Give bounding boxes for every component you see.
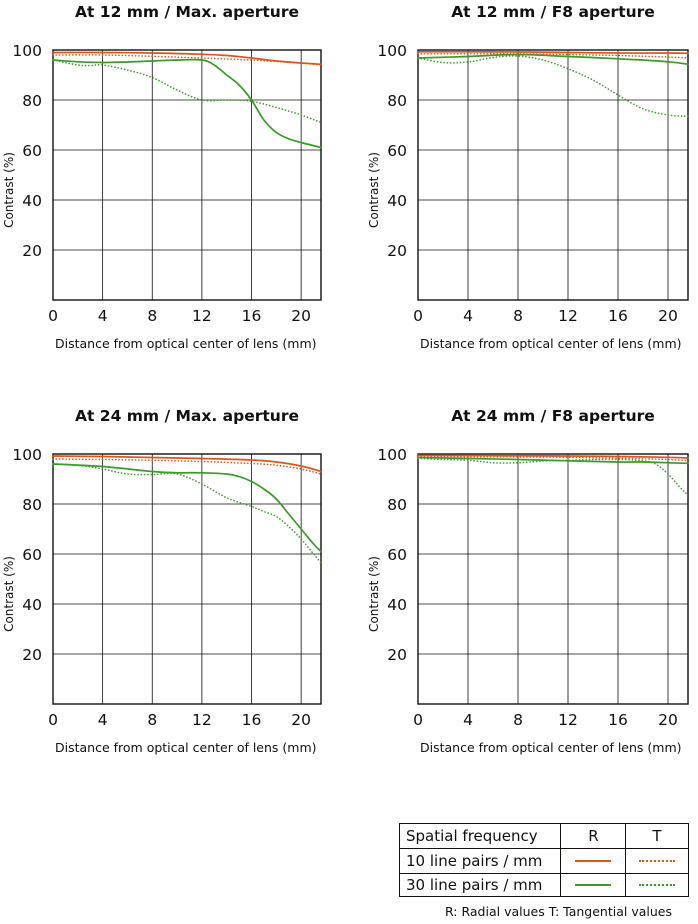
x-tick-label: 4 xyxy=(463,307,473,325)
y-tick-label: 80 xyxy=(22,92,42,110)
legend-table: Spatial frequency R T 10 line pairs / mm… xyxy=(399,823,689,897)
y-tick-label: 100 xyxy=(12,446,42,464)
y-tick-label: 60 xyxy=(22,142,42,160)
y-tick-label: 60 xyxy=(22,546,42,564)
legend-swatch-t10 xyxy=(639,860,675,862)
plot-frame xyxy=(417,453,689,705)
legend-header-r: R xyxy=(562,824,626,848)
x-tick-label: 16 xyxy=(242,711,262,729)
x-tick-label: 4 xyxy=(463,711,473,729)
x-tick-label: 20 xyxy=(658,307,678,325)
chart-title: At 12 mm / Max. aperture xyxy=(75,3,299,21)
legend-row-10lp: 10 line pairs / mm xyxy=(400,849,688,874)
x-tick-label: 8 xyxy=(513,307,523,325)
series-group xyxy=(417,454,689,497)
series-group xyxy=(417,50,689,118)
x-tick-label: 4 xyxy=(98,711,108,729)
x-axis-label: Distance from optical center of lens (mm… xyxy=(55,740,317,755)
y-tick-label: 100 xyxy=(377,42,407,60)
x-tick-label: 16 xyxy=(242,307,262,325)
legend-header-row: Spatial frequency R T xyxy=(400,824,688,849)
series-group xyxy=(52,455,322,564)
legend-swatch-t30 xyxy=(639,884,675,886)
legend-swatch-r30 xyxy=(575,884,611,886)
plot-frame xyxy=(52,49,322,301)
series-line-30lp-r xyxy=(52,58,322,149)
x-tick-label: 12 xyxy=(192,307,212,325)
x-tick-label: 8 xyxy=(147,711,157,729)
y-tick-label: 20 xyxy=(22,242,42,260)
x-tick-label: 20 xyxy=(658,711,678,729)
series-group xyxy=(52,51,322,149)
y-tick-label: 40 xyxy=(22,596,42,614)
x-tick-label: 16 xyxy=(608,307,628,325)
y-tick-label: 60 xyxy=(387,546,407,564)
y-tick-label: 40 xyxy=(387,596,407,614)
plot-frame xyxy=(52,453,322,705)
x-tick-label: 0 xyxy=(413,307,423,325)
x-axis-label: Distance from optical center of lens (mm… xyxy=(420,336,682,351)
y-axis-label: Contrast (%) xyxy=(367,556,381,632)
series-line-30lp-t xyxy=(52,463,322,564)
series-line-10lp-t xyxy=(417,455,689,462)
chart-title: At 24 mm / Max. aperture xyxy=(75,407,299,425)
legend-row-label: 10 line pairs / mm xyxy=(400,849,561,873)
series-line-30lp-t xyxy=(417,457,689,497)
y-tick-label: 80 xyxy=(387,496,407,514)
x-tick-label: 8 xyxy=(147,307,157,325)
series-line-30lp-r xyxy=(417,456,689,465)
legend-row-30lp: 30 line pairs / mm xyxy=(400,873,688,897)
x-tick-label: 20 xyxy=(291,711,311,729)
chart-panel: At 12 mm / F8 aperture 20 40 60 80 100 0 4 8 12 16… xyxy=(367,3,689,351)
legend-swatch-r10 xyxy=(575,860,611,862)
y-tick-label: 40 xyxy=(22,192,42,210)
x-tick-label: 4 xyxy=(98,307,108,325)
y-tick-label: 80 xyxy=(387,92,407,110)
y-tick-label: 100 xyxy=(12,42,42,60)
y-axis-label: Contrast (%) xyxy=(2,556,16,632)
x-tick-label: 8 xyxy=(513,711,523,729)
y-tick-label: 20 xyxy=(387,242,407,260)
plot-frame xyxy=(417,49,689,301)
x-tick-label: 0 xyxy=(48,307,58,325)
x-tick-label: 0 xyxy=(48,711,58,729)
series-line-10lp-r xyxy=(417,454,689,459)
series-line-30lp-t xyxy=(417,55,689,118)
y-tick-label: 40 xyxy=(387,192,407,210)
chart-panel: At 24 mm / Max. aperture 20 40 60 80 100 0 4 8 12… xyxy=(2,407,322,755)
y-tick-label: 80 xyxy=(22,496,42,514)
series-line-30lp-r xyxy=(52,463,322,553)
legend-footnote: R: Radial values T: Tangential values xyxy=(445,904,672,919)
y-tick-label: 100 xyxy=(377,446,407,464)
x-axis-label: Distance from optical center of lens (mm… xyxy=(420,740,682,755)
x-tick-label: 12 xyxy=(558,307,578,325)
chart-panel: At 12 mm / Max. aperture 20 40 60 80 100 0 4 8 12… xyxy=(2,3,322,351)
series-line-10lp-r xyxy=(52,51,322,66)
legend-header-label: Spatial frequency xyxy=(400,824,561,848)
x-tick-label: 16 xyxy=(608,711,628,729)
series-line-10lp-t xyxy=(52,458,322,475)
y-tick-label: 20 xyxy=(387,646,407,664)
chart-title: At 12 mm / F8 aperture xyxy=(451,3,655,21)
x-tick-label: 12 xyxy=(192,711,212,729)
series-line-10lp-r xyxy=(417,50,689,55)
legend-header-t: T xyxy=(652,827,662,845)
x-tick-label: 0 xyxy=(413,711,423,729)
y-tick-label: 60 xyxy=(387,142,407,160)
x-tick-label: 20 xyxy=(291,307,311,325)
y-axis-label: Contrast (%) xyxy=(2,152,16,228)
series-line-30lp-r xyxy=(417,53,689,66)
series-line-30lp-t xyxy=(52,59,322,124)
chart-panel: At 24 mm / F8 aperture 20 40 60 80 100 0 4 8 12 16… xyxy=(367,407,689,755)
chart-title: At 24 mm / F8 aperture xyxy=(451,407,655,425)
y-axis-label: Contrast (%) xyxy=(367,152,381,228)
x-axis-label: Distance from optical center of lens (mm… xyxy=(55,336,317,351)
x-tick-label: 12 xyxy=(558,711,578,729)
legend-row-label: 30 line pairs / mm xyxy=(400,873,561,897)
series-line-10lp-t xyxy=(417,52,689,59)
series-line-10lp-r xyxy=(52,455,322,473)
y-tick-label: 20 xyxy=(22,646,42,664)
